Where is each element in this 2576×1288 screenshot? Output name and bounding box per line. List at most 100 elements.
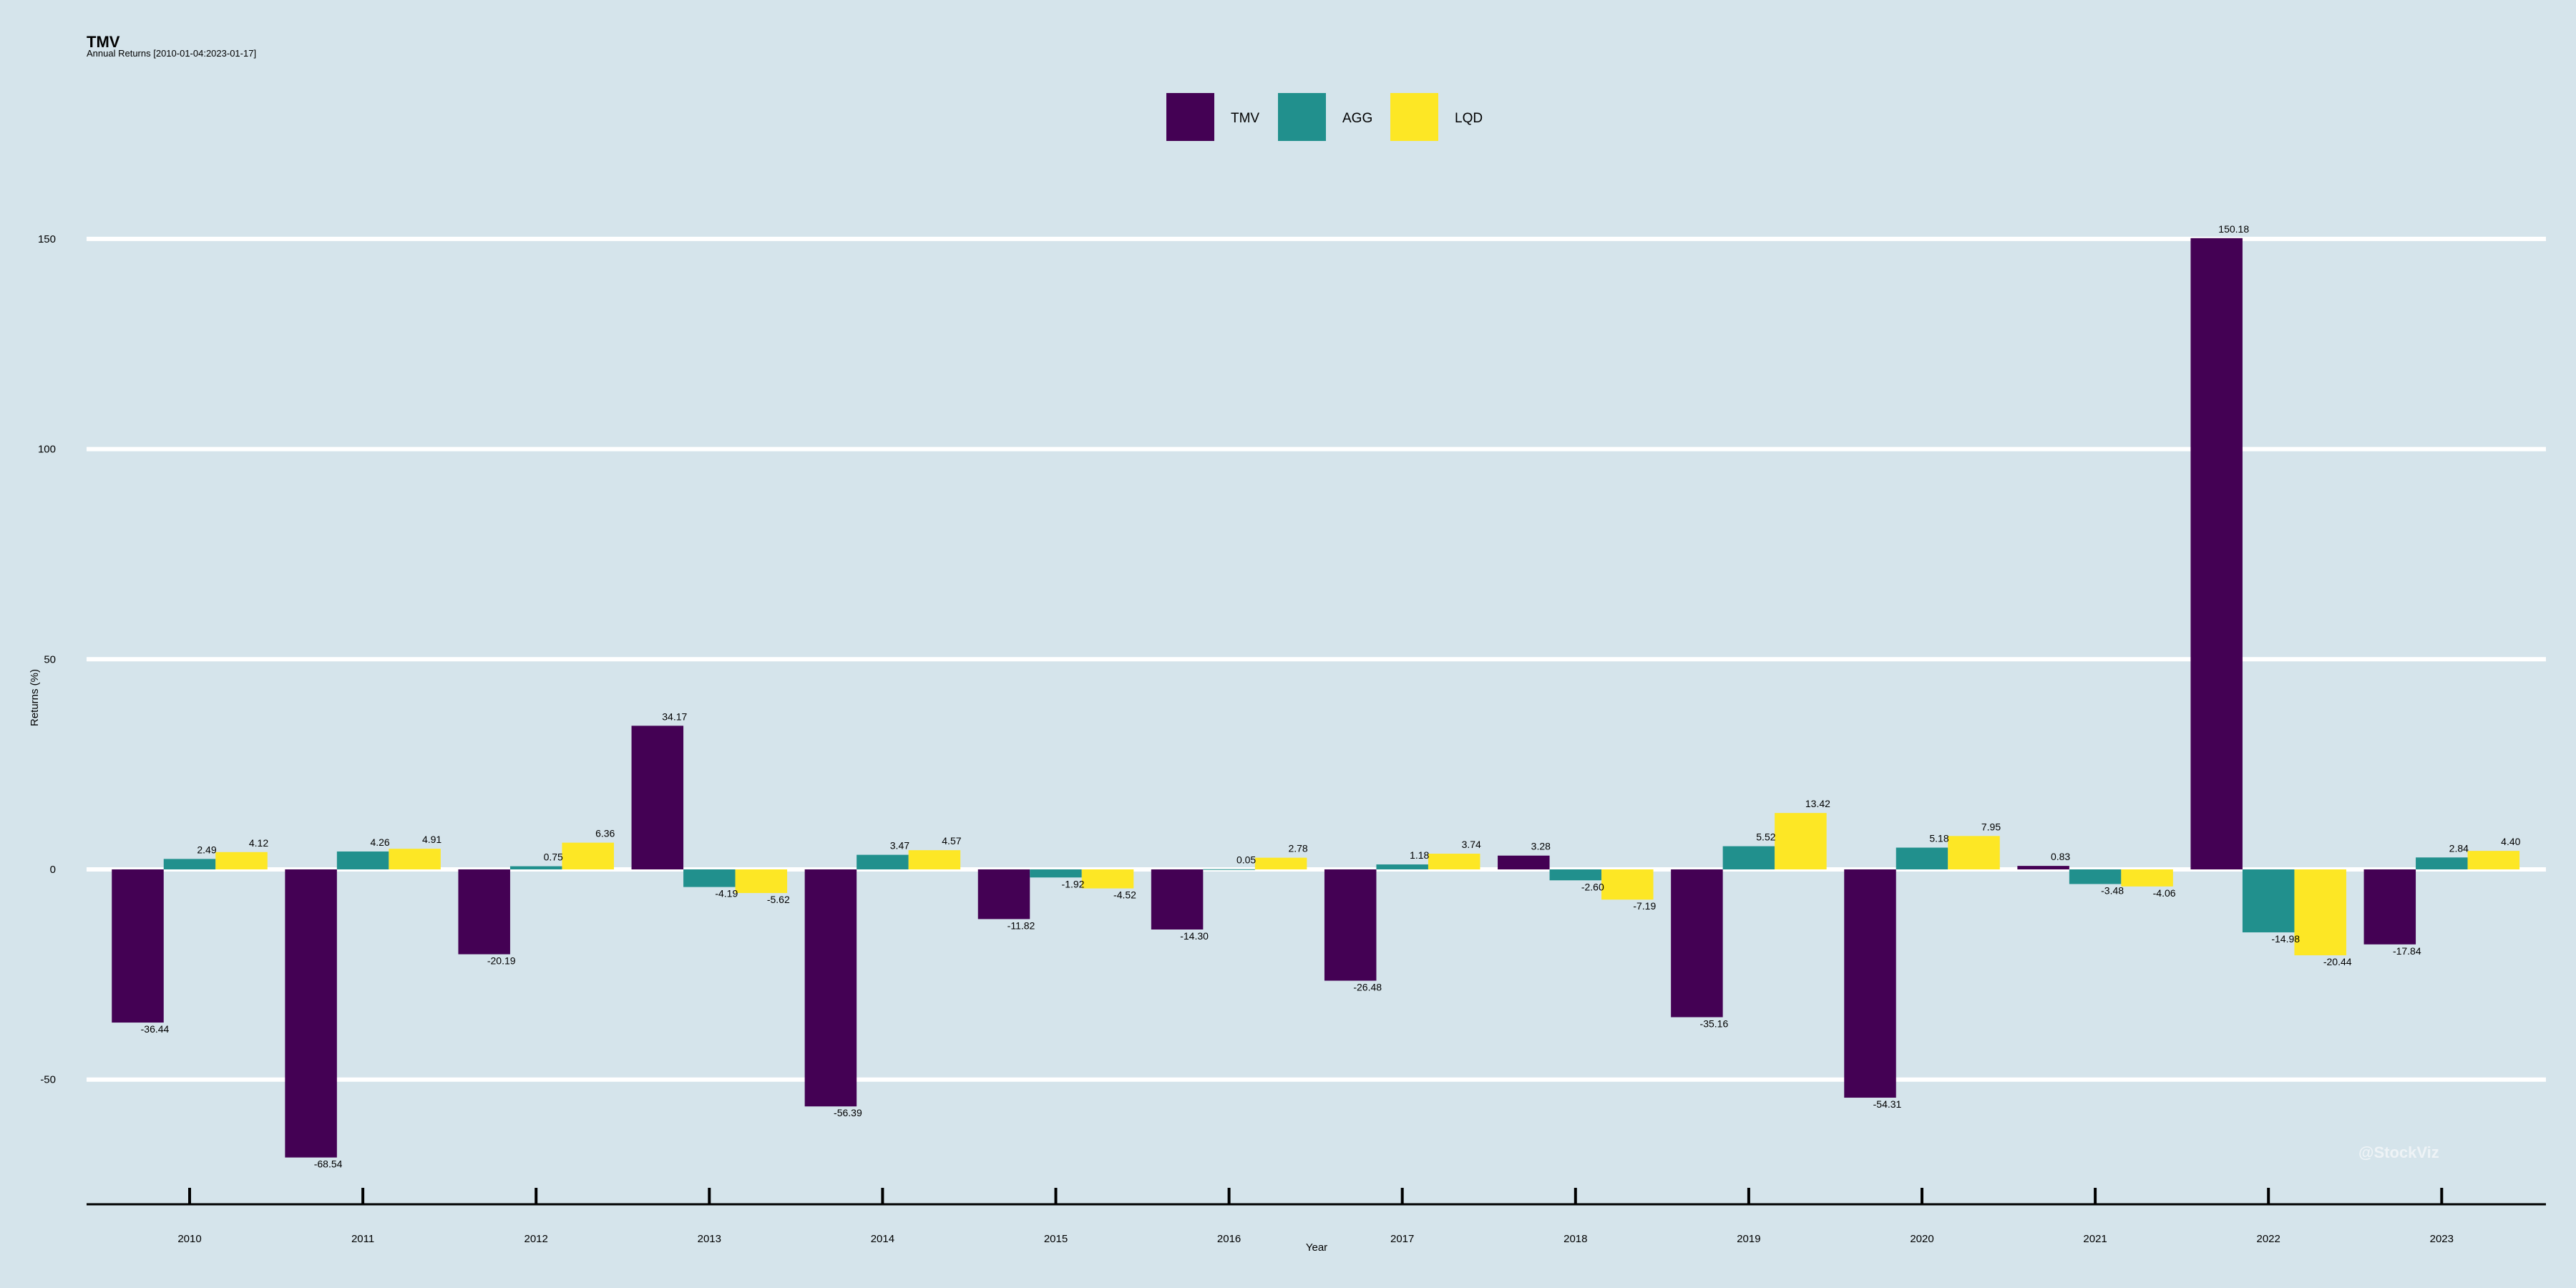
bar-agg (2416, 857, 2468, 869)
bar-tmv (285, 869, 337, 1158)
x-tick-label: 2019 (1737, 1233, 1760, 1245)
data-label: -14.98 (2271, 933, 2300, 945)
bar-tmv (1151, 869, 1204, 930)
data-label: 4.91 (422, 834, 441, 845)
legend-layer: TMV AGG LQD (1166, 93, 1483, 141)
legend-label-tmv: TMV (1231, 111, 1259, 126)
bar-tmv (2190, 238, 2243, 870)
legend-label-lqd: LQD (1455, 111, 1483, 126)
data-label: 7.95 (1981, 821, 2001, 832)
data-label: 3.28 (1531, 841, 1551, 852)
x-tick-label: 2012 (525, 1233, 548, 1245)
data-label: -20.19 (487, 955, 516, 967)
data-label: 0.83 (2051, 851, 2070, 862)
x-tick-label: 2010 (177, 1233, 201, 1245)
bar-agg (336, 851, 389, 869)
data-label: 150.18 (2218, 223, 2249, 235)
data-label: -7.19 (1633, 900, 1656, 912)
x-tick-label: 2011 (351, 1233, 374, 1245)
x-tick-label: 2021 (2083, 1233, 2107, 1245)
bar-tmv (458, 869, 510, 955)
y-axis-label: Returns (%) (29, 669, 41, 726)
bar-lqd (1254, 857, 1307, 869)
data-label: 6.36 (595, 828, 615, 839)
x-tick-label: 2023 (2430, 1233, 2454, 1245)
watermark: @StockViz (2358, 1143, 2439, 1161)
data-label: 5.52 (1756, 831, 1775, 843)
bar-agg (1722, 846, 1775, 869)
y-tick-label: -50 (40, 1074, 56, 1086)
data-label: 2.49 (197, 844, 216, 855)
data-label: -4.19 (715, 888, 738, 899)
x-tick-label: 2016 (1217, 1233, 1241, 1245)
data-label: 3.47 (890, 840, 909, 852)
grid-layer (87, 236, 2546, 1082)
bar-lqd (389, 849, 441, 869)
labels-layer: -36.44 2.49 4.12 -68.54 4.26 4.91 -20.19 0.75 6.… (141, 223, 2521, 1170)
bar-lqd (908, 850, 961, 869)
bar-agg (683, 869, 736, 887)
chart-title: TMV (87, 33, 120, 51)
bar-lqd (2294, 869, 2346, 956)
data-label: -26.48 (1353, 982, 1382, 993)
data-label: 5.18 (1929, 833, 1948, 844)
data-label: -17.84 (2393, 945, 2421, 957)
bar-lqd (1081, 869, 1134, 889)
data-label: 13.42 (1805, 798, 1830, 809)
data-label: -36.44 (141, 1023, 170, 1035)
x-tick-label: 2020 (1910, 1233, 1933, 1245)
bar-tmv (977, 869, 1030, 919)
legend-swatch-lqd (1390, 93, 1438, 141)
legend-label-agg: AGG (1342, 111, 1372, 126)
data-label: -3.48 (2101, 884, 2124, 896)
data-label: -14.30 (1180, 930, 1209, 942)
data-label: 4.57 (942, 835, 961, 847)
data-label: -4.52 (1113, 889, 1136, 901)
bar-lqd (1948, 836, 2000, 869)
x-tick-label: 2014 (871, 1233, 894, 1245)
bar-lqd (1775, 813, 1827, 869)
bar-lqd (2467, 851, 2520, 869)
data-label: -56.39 (834, 1107, 862, 1118)
data-label: -1.92 (1062, 878, 1085, 889)
bar-tmv (1671, 869, 1723, 1018)
y-tick-label: 150 (38, 233, 56, 245)
bar-agg (163, 859, 216, 869)
data-label: 34.17 (662, 711, 687, 722)
data-label: 0.05 (1236, 854, 1256, 866)
legend-swatch-agg (1278, 93, 1326, 141)
bar-agg (1549, 869, 1602, 881)
bar-lqd (735, 869, 788, 894)
data-label: -5.62 (767, 894, 790, 905)
bar-lqd (215, 852, 268, 869)
bar-tmv (1498, 855, 1550, 869)
legend-swatch-tmv (1166, 93, 1214, 141)
data-label: 1.18 (1410, 849, 1429, 861)
data-label: 4.26 (370, 836, 389, 848)
x-tick-label: 2022 (2257, 1233, 2280, 1245)
data-label: -35.16 (1700, 1018, 1729, 1030)
bar-agg (2242, 869, 2295, 932)
data-label: -20.44 (2323, 956, 2352, 967)
bar-lqd (2121, 869, 2173, 887)
bar-agg (1896, 847, 1948, 869)
data-label: -11.82 (1008, 919, 1035, 931)
data-label: -68.54 (314, 1158, 343, 1170)
data-label: 4.40 (2501, 836, 2520, 847)
x-tick-label: 2015 (1044, 1233, 1068, 1245)
data-label: 0.75 (544, 852, 563, 863)
bar-agg (1376, 864, 1428, 869)
y-tick-label: 100 (38, 444, 56, 456)
data-label: -54.31 (1873, 1098, 1902, 1110)
data-label: 2.78 (1288, 843, 1307, 854)
y-tick-label: 50 (44, 653, 56, 665)
data-label: -4.06 (2153, 887, 2176, 899)
chart-subtitle: Annual Returns [2010-01-04:2023-01-17] (87, 48, 257, 59)
bar-tmv (112, 869, 164, 1023)
data-label: 3.74 (1462, 839, 1481, 850)
y-tick-label: 0 (50, 864, 56, 876)
bars-layer (112, 238, 2520, 1158)
bar-tmv (1324, 869, 1377, 981)
bar-tmv (2017, 866, 2069, 869)
